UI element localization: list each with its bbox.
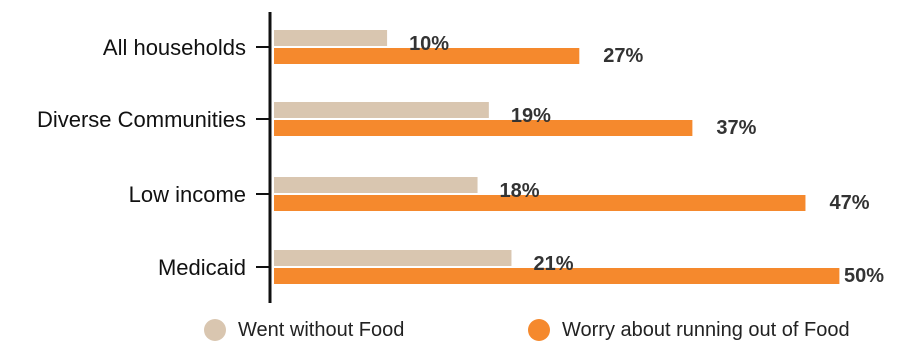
y-axis-ticks	[256, 46, 270, 268]
bar-worry-about-running-out-of-food-all-households	[274, 48, 580, 64]
bar-worry-about-running-out-of-food-diverse-communities	[274, 120, 693, 136]
legend-label: Worry about running out of Food	[562, 318, 850, 341]
value-label-went-without-food-all-households: 10%	[409, 33, 449, 55]
bar-worry-about-running-out-of-food-low-income	[274, 195, 806, 211]
category-label-diverse-communities: Diverse Communities	[37, 107, 246, 132]
category-labels: All households Diverse Communities Low inc…	[37, 35, 246, 280]
legend-swatch	[204, 319, 226, 341]
legend-item-went-without-food: Went without Food	[204, 315, 404, 345]
legend-swatch	[528, 319, 550, 341]
bar-went-without-food-low-income	[274, 177, 478, 193]
bars	[274, 30, 840, 284]
value-label-worry-about-running-out-of-food-medicaid: 50%	[844, 265, 884, 287]
value-label-worry-about-running-out-of-food-low-income: 47%	[829, 192, 869, 214]
legend: Went without Food Worry about running ou…	[0, 315, 899, 345]
value-label-went-without-food-medicaid: 21%	[533, 253, 573, 275]
legend-label: Went without Food	[238, 318, 405, 341]
category-label-low-income: Low income	[129, 182, 246, 207]
value-label-went-without-food-diverse-communities: 19%	[511, 105, 551, 127]
value-labels: 10% 27% 19% 37% 18% 47% 21% 50%	[409, 33, 884, 287]
bar-worry-about-running-out-of-food-medicaid	[274, 268, 840, 284]
value-label-went-without-food-low-income: 18%	[500, 180, 540, 202]
bar-chart: All households Diverse Communities Low inc…	[37, 12, 884, 303]
value-label-worry-about-running-out-of-food-diverse-communities: 37%	[716, 117, 756, 139]
bar-went-without-food-all-households	[274, 30, 388, 46]
bar-went-without-food-diverse-communities	[274, 102, 489, 118]
legend-item-worry-about-running-out-of-food: Worry about running out of Food	[528, 315, 850, 345]
bar-went-without-food-medicaid	[274, 250, 512, 266]
value-label-worry-about-running-out-of-food-all-households: 27%	[603, 45, 643, 67]
category-label-medicaid: Medicaid	[158, 255, 246, 280]
category-label-all-households: All households	[103, 35, 246, 60]
